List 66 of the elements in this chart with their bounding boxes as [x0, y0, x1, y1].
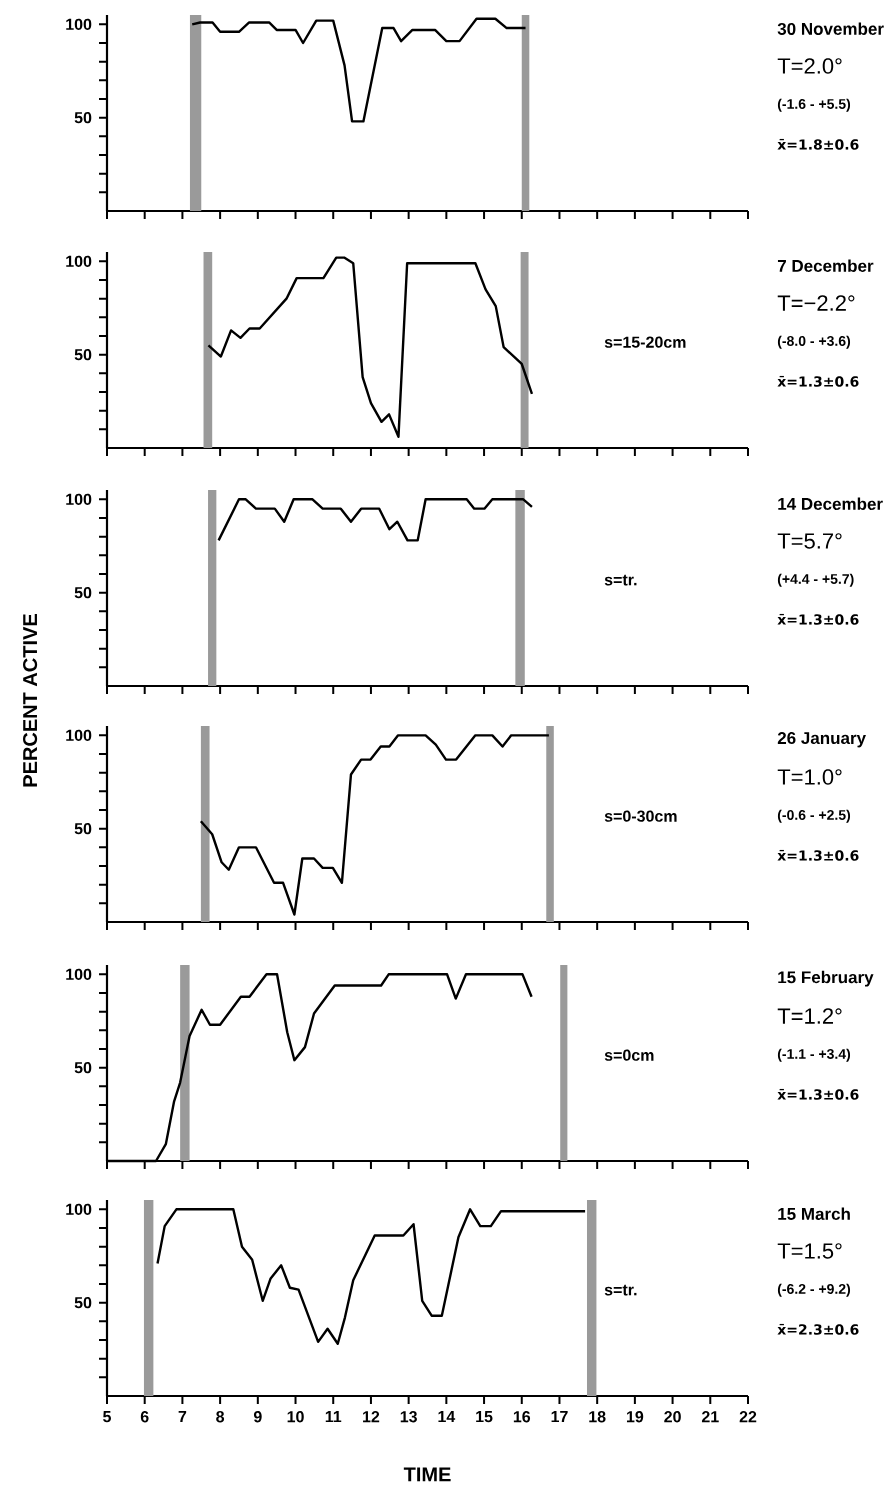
x-tick-label: 7: [178, 1411, 187, 1423]
text: (+4.4 - +5.7): [777, 573, 854, 587]
x-tick-label: 14: [438, 1411, 456, 1423]
x-tick-label: 21: [701, 1411, 719, 1423]
text: (-6.2 - +9.2): [777, 1283, 851, 1297]
y-tick-label: 50: [74, 587, 92, 599]
y-tick-label: 100: [66, 729, 92, 741]
annotation: s=0-30cm: [604, 810, 677, 822]
x-tick-label: 17: [551, 1411, 568, 1423]
x-tick-label: 20: [664, 1411, 681, 1423]
y-tick-label: 100: [66, 493, 92, 505]
x-tick-label: 8: [216, 1411, 225, 1423]
text: T=2.0°: [777, 58, 842, 74]
text: 14 December: [778, 497, 883, 510]
y-tick-label: 50: [74, 349, 92, 361]
text: x̄=1.3±0.6: [777, 613, 859, 625]
text: x̄=1.3±0.6: [777, 375, 859, 387]
line-series: [207, 256, 534, 438]
x-tick-label: 15: [476, 1411, 493, 1423]
line-series: [191, 17, 527, 123]
text: T=−2.2°: [777, 295, 855, 311]
y-tick-label: 50: [74, 1062, 92, 1074]
x-tick-label: 16: [513, 1411, 531, 1423]
text: x̄=1.3±0.6: [777, 1088, 859, 1100]
text: 15 March: [778, 1207, 850, 1220]
annotation: s=15-20cm: [604, 336, 686, 348]
x-tick-label: 5: [103, 1411, 111, 1423]
y-tick-label: 50: [74, 1297, 92, 1309]
text: T=1.0°: [777, 769, 842, 785]
text: 7 December: [777, 259, 874, 272]
x-tick-label: 22: [739, 1411, 757, 1423]
x-tick-label: 18: [589, 1411, 606, 1423]
annotation: s=tr.: [604, 574, 637, 586]
text: 26 January: [777, 732, 866, 748]
x-tick-label: 11: [325, 1411, 342, 1423]
text: T=1.5°: [777, 1243, 842, 1259]
line-series: [156, 1208, 587, 1345]
y-tick-label: 100: [66, 18, 92, 30]
text: 15 February: [778, 970, 874, 987]
y-tick-label: 100: [66, 1203, 92, 1215]
x-tick-label: 13: [400, 1411, 417, 1423]
text: x̄=1.3±0.6: [777, 849, 859, 861]
text: 30 November: [777, 22, 884, 35]
annotation: s=0cm: [604, 1049, 654, 1061]
text: x̄=2.3±0.6: [777, 1323, 859, 1335]
x-tick-label: 19: [626, 1411, 644, 1423]
y-tick-label: 100: [66, 255, 92, 267]
x-axis-title: TIME: [403, 1467, 451, 1482]
text: (-1.1 - +3.4): [777, 1048, 851, 1062]
text: (-0.6 - +2.5): [777, 809, 851, 823]
y-tick-label: 100: [66, 968, 92, 980]
y-tick-label: 50: [74, 823, 92, 835]
line-series: [199, 734, 551, 916]
text: x̄=1.8±0.6: [777, 138, 859, 150]
annotation: s=tr.: [604, 1284, 637, 1296]
x-tick-label: 6: [140, 1411, 149, 1423]
x-tick-label: 12: [363, 1411, 380, 1423]
text: (-1.6 - +5.5): [777, 98, 851, 112]
text: (-8.0 - +3.6): [777, 335, 851, 349]
x-tick-label: 9: [253, 1411, 262, 1423]
y-axis-title: PERCENT ACTIVE: [23, 614, 38, 787]
text: T=1.2°: [777, 1008, 842, 1024]
y-tick-label: 50: [74, 112, 92, 124]
x-tick-label: 10: [287, 1411, 304, 1423]
text: T=5.7°: [777, 533, 842, 549]
line-series: [217, 498, 534, 542]
